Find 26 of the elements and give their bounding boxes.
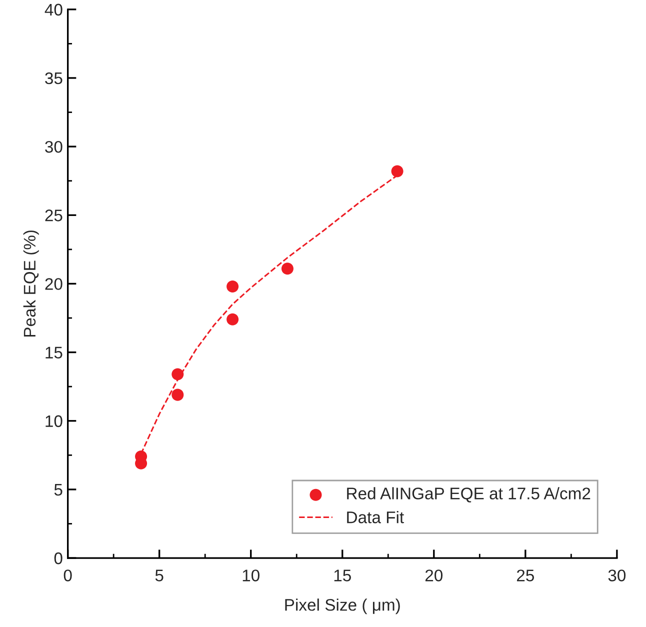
point	[172, 368, 184, 380]
y-axis-title: Peak EQE (%)	[23, 230, 39, 337]
y-tick-label: 30	[45, 140, 62, 153]
x-tick-label: 15	[334, 570, 351, 582]
y-tick-label: 35	[45, 72, 62, 84]
y-tick-label: 5	[54, 484, 62, 496]
y-tick-label: 40	[44, 4, 62, 16]
point	[172, 388, 184, 401]
point	[226, 280, 239, 292]
y-tick-label: 25	[45, 210, 62, 222]
legend-label: Red AlINGaP EQE at 17.5 A/cm2	[347, 487, 590, 502]
x-axis-title: Pixel Size ( μm)	[285, 598, 400, 614]
point	[281, 262, 294, 275]
x-tick-label: 30	[608, 570, 626, 582]
point	[226, 313, 239, 326]
x-tick-label: 10	[242, 570, 260, 582]
y-tick-label: 10	[46, 415, 62, 428]
point	[391, 165, 404, 178]
y-tick-label: 20	[45, 278, 62, 290]
x-tick-label: 25	[516, 570, 534, 582]
y-tick-label: 15	[46, 346, 62, 358]
y-tick-label: 0	[54, 552, 62, 564]
x-tick-label: 0	[64, 570, 72, 582]
x-tick-label: 5	[155, 570, 164, 582]
legend-label: Data Fit	[347, 511, 404, 524]
x-tick-label: 20	[425, 570, 443, 582]
